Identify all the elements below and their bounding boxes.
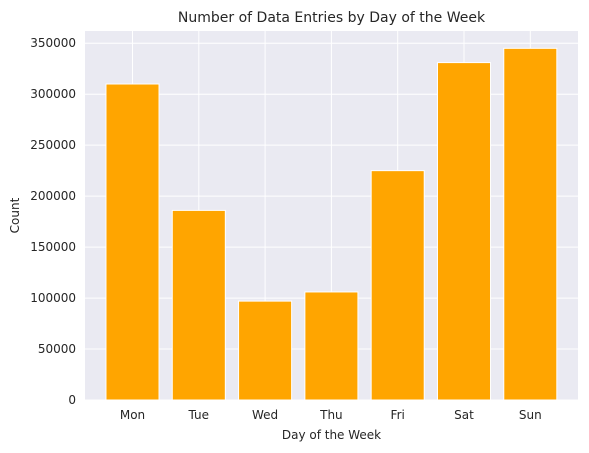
bar-wed — [238, 300, 293, 401]
y-tick-label: 350000 — [30, 36, 76, 50]
x-tick-label: Tue — [188, 408, 210, 422]
x-axis-title: Day of the Week — [282, 428, 381, 442]
x-tick-label: Sat — [454, 408, 474, 422]
y-tick-label: 200000 — [30, 189, 76, 203]
bar-thu — [304, 291, 359, 401]
x-tick-label: Sun — [519, 408, 542, 422]
bar-fri — [370, 170, 425, 401]
x-tick-label: Mon — [120, 408, 145, 422]
bar-sun — [503, 47, 558, 401]
bars — [105, 47, 558, 401]
y-axis-ticks: 0 50000 100000 150000 200000 250000 300000 3500… — [30, 36, 76, 407]
chart-title: Number of Data Entries by Day of the Wee… — [178, 10, 486, 26]
x-axis-ticks: Mon Tue Wed Thu Fri Sat Sun — [120, 408, 542, 422]
y-tick-label: 300000 — [30, 87, 76, 101]
y-axis-title: Count — [8, 197, 22, 233]
bar-mon — [105, 83, 160, 401]
y-tick-label: 250000 — [30, 138, 76, 152]
y-tick-label: 150000 — [30, 240, 76, 254]
bar-tue — [171, 209, 226, 401]
y-tick-label: 100000 — [30, 291, 76, 305]
y-tick-label: 50000 — [38, 342, 76, 356]
x-tick-label: Thu — [319, 408, 343, 422]
x-tick-label: Fri — [391, 408, 405, 422]
y-tick-label: 0 — [68, 393, 76, 407]
x-tick-label: Wed — [252, 408, 278, 422]
bar-sat — [436, 62, 492, 401]
